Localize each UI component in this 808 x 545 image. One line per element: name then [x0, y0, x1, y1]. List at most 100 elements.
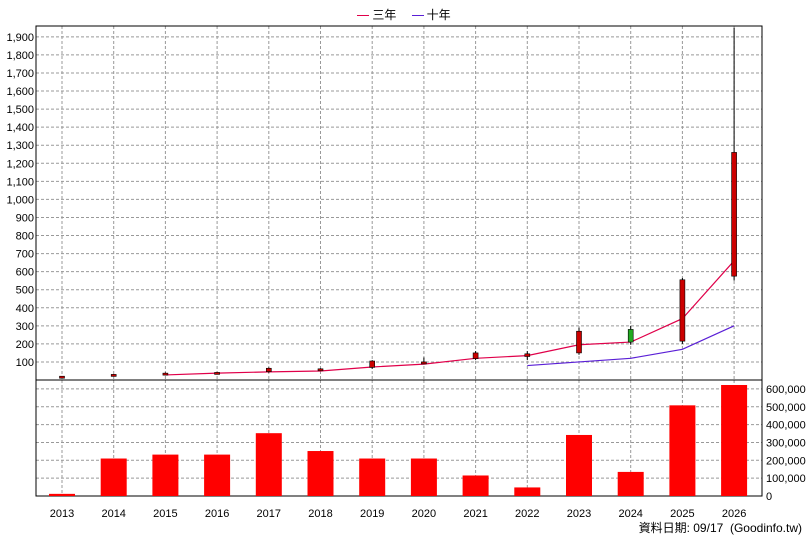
price-tick-label: 300: [16, 321, 34, 333]
price-tick-label: 900: [16, 212, 34, 224]
year-label: 2020: [412, 508, 436, 520]
price-tick-label: 1,100: [6, 176, 34, 188]
candle-body: [627, 329, 634, 343]
volume-tick-label: 400,000: [766, 420, 806, 432]
legend-item-three-year: 三年: [357, 6, 396, 23]
year-label: 2016: [205, 508, 229, 520]
chart-legend: 三年 十年: [0, 6, 808, 24]
candle-2024: [627, 325, 634, 345]
candle-body: [524, 353, 531, 357]
price-tick-label: 500: [16, 285, 34, 297]
price-panel-frame: [35, 25, 763, 381]
candle-body: [110, 374, 117, 377]
candle-2025: [679, 277, 686, 344]
year-label: 2025: [670, 508, 694, 520]
price-tick-label: 1,200: [6, 158, 34, 170]
volume-bar-2017: [255, 433, 282, 496]
price-tick-label: 700: [16, 249, 34, 261]
volume-axis-ticks: 0 100,000 200,000 300,000 400,000 500,000 600,…: [766, 384, 806, 503]
candle-body: [576, 330, 582, 354]
volume-tick-label: 100,000: [766, 473, 806, 485]
candle-body: [369, 360, 376, 368]
volume-tick-label: 0: [766, 491, 772, 503]
candle-body: [679, 279, 686, 342]
candle-body: [472, 352, 479, 359]
price-tick-label: 1,500: [6, 104, 34, 116]
volume-tick-label: 300,000: [766, 437, 806, 449]
volume-bar-2025: [669, 405, 696, 496]
volume-bars: [49, 384, 748, 496]
volume-bar-2020: [410, 458, 437, 496]
price-tick-label: 1,800: [6, 50, 34, 62]
candle-2015: [162, 372, 169, 376]
volume-bar-2014: [100, 458, 127, 496]
volume-bar-2015: [152, 454, 179, 496]
year-label: 2021: [463, 508, 487, 520]
candle-2014: [110, 374, 117, 377]
year-label: 2013: [50, 508, 74, 520]
moving-average-lines: [165, 260, 735, 376]
price-tick-label: 1,900: [6, 32, 34, 44]
volume-tick-label: 500,000: [766, 402, 806, 414]
price-tick-label: 100: [16, 357, 34, 369]
year-label: 2024: [618, 508, 642, 520]
volume-bar-2026: [721, 384, 748, 496]
volume-bar-2016: [204, 454, 231, 496]
volume-bar-2024: [617, 471, 644, 496]
volume-tick-label: 200,000: [766, 455, 806, 467]
legend-label-three-year: 三年: [372, 8, 397, 22]
candle-2020: [421, 357, 427, 365]
volume-bar-2021: [462, 475, 489, 496]
candle-body: [162, 372, 169, 376]
volume-panel-border: [35, 379, 763, 497]
volume-bar-2019: [359, 458, 386, 496]
data-date-footer: 資料日期: 09/17 (Goodinfo.tw): [639, 519, 802, 536]
legend-line-ten-year: [411, 15, 424, 17]
candle-body: [317, 368, 324, 372]
year-label: 2019: [360, 508, 384, 520]
candle-2023: [576, 327, 582, 355]
candle-2017: [265, 367, 272, 373]
year-label: 2014: [101, 508, 125, 520]
year-label: 2022: [515, 508, 539, 520]
volume-panel-frame: [35, 379, 763, 497]
candle-2018: [317, 368, 324, 372]
candle-body: [265, 367, 272, 372]
price-panel-grid: [36, 26, 762, 380]
data-source-label: (Goodinfo.tw): [729, 521, 802, 535]
volume-panel-grid: [36, 380, 762, 497]
year-label: 2026: [722, 508, 746, 520]
price-tick-label: 800: [16, 231, 34, 243]
candlesticks: [59, 27, 737, 379]
candle-body: [421, 361, 427, 365]
candle-2013: [59, 375, 65, 379]
price-tick-label: 1,400: [6, 122, 34, 134]
legend-line-three-year: [357, 15, 370, 17]
year-axis-labels: 2013 2014 2015 2016 2017 2018 2019 2020 2021 2022…: [50, 508, 747, 520]
price-tick-label: 1,000: [6, 194, 34, 206]
volume-bar-2022: [514, 487, 541, 496]
price-tick-label: 1,600: [6, 86, 34, 98]
candle-2019: [369, 360, 376, 369]
volume-bar-2013: [49, 493, 75, 496]
year-label: 2015: [153, 508, 177, 520]
volume-bar-2018: [307, 451, 334, 496]
price-axis-ticks: 100 200 300 400 500 600 700 800 900 1,000 1,100 1,2…: [6, 32, 34, 369]
candle-2021: [472, 351, 479, 361]
price-tick-label: 400: [16, 303, 34, 315]
volume-bar-2023: [566, 434, 592, 496]
data-date-label: 資料日期: 09/17: [638, 521, 724, 535]
candle-2016: [214, 371, 220, 375]
price-tick-label: 1,300: [6, 140, 34, 152]
ten-year-average-line: [527, 325, 735, 367]
candle-body: [214, 372, 220, 375]
price-tick-label: 600: [16, 267, 34, 279]
candle-body: [731, 152, 737, 277]
three-year-average-line: [165, 260, 735, 376]
year-label: 2018: [308, 508, 332, 520]
year-label: 2017: [257, 508, 281, 520]
price-panel-border: [35, 25, 763, 381]
candle-2022: [524, 351, 531, 361]
